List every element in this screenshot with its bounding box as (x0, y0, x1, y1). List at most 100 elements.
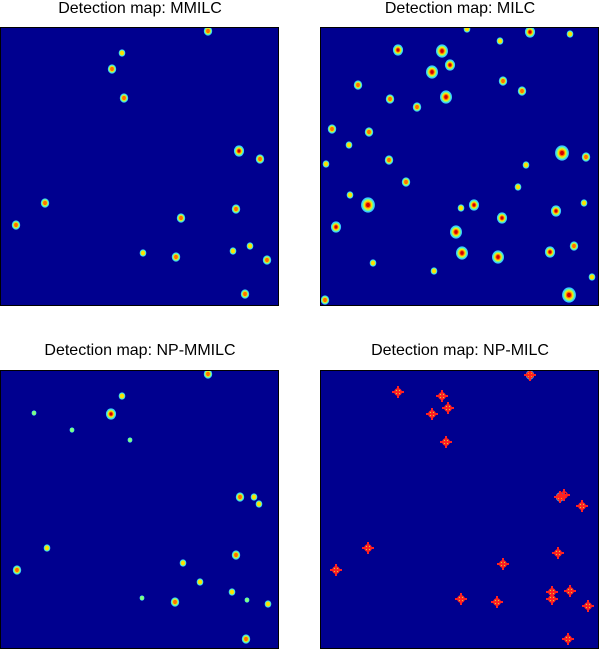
detection-source (203, 27, 213, 36)
detection-map-mmilc (0, 27, 279, 306)
detection-source (588, 273, 596, 281)
detection-source (250, 493, 258, 501)
detection-source (401, 177, 411, 187)
detection-marker (455, 593, 467, 605)
detection-source (562, 287, 576, 303)
detection-source (255, 154, 265, 164)
detection-source (139, 595, 145, 601)
detection-source (203, 370, 213, 379)
detection-source (580, 199, 588, 207)
detection-source (426, 65, 438, 79)
detection-source (246, 242, 254, 250)
detection-source (231, 204, 241, 214)
detection-source (322, 160, 330, 168)
detection-source (450, 225, 462, 239)
detection-source (11, 220, 21, 230)
detection-source (127, 437, 133, 443)
detection-marker (362, 542, 374, 554)
detection-source (345, 141, 353, 149)
detection-source (264, 600, 272, 608)
detection-source (255, 500, 263, 508)
detection-source (522, 161, 530, 169)
panel-title-np-mmilc: Detection map: NP-MMILC (44, 342, 236, 359)
detection-source (517, 86, 527, 96)
detection-marker (497, 558, 509, 570)
detection-source (440, 90, 452, 104)
detection-marker (546, 593, 558, 605)
detection-source (361, 197, 375, 213)
detection-source (430, 267, 438, 275)
detection-map-np-milc (320, 370, 599, 649)
detection-source (171, 252, 181, 262)
detection-marker (564, 585, 576, 597)
detection-source (228, 588, 236, 596)
detection-source (229, 247, 237, 255)
detection-source (524, 27, 536, 38)
detection-source (346, 191, 354, 199)
detection-source (235, 492, 245, 502)
panel-title-mmilc: Detection map: MMILC (58, 0, 222, 17)
detection-marker (436, 390, 448, 402)
detection-source (31, 410, 37, 416)
detection-source (436, 44, 448, 58)
detection-marker (330, 564, 342, 576)
detection-source (555, 145, 569, 161)
detection-source (327, 124, 337, 134)
detection-source (107, 64, 117, 74)
detection-source (43, 544, 51, 552)
detection-source (244, 597, 250, 603)
detection-source (320, 295, 330, 305)
detection-source (330, 221, 342, 233)
detection-source (262, 255, 272, 265)
detection-source (456, 246, 468, 260)
map-background (320, 370, 599, 649)
detection-source (241, 634, 251, 644)
detection-source (514, 183, 522, 191)
detection-source (196, 578, 204, 586)
map-frame (320, 27, 599, 306)
detection-source (69, 427, 75, 433)
map-background (0, 27, 279, 306)
detection-source (544, 246, 556, 258)
detection-source (12, 565, 22, 575)
detection-source (176, 213, 186, 223)
detection-source (233, 145, 245, 157)
detection-source (40, 198, 50, 208)
detection-source (118, 49, 126, 57)
map-frame (320, 370, 599, 649)
detection-source (231, 550, 241, 560)
detection-source (496, 212, 508, 224)
detection-source (364, 127, 374, 137)
detection-source (139, 249, 147, 257)
map-background (320, 27, 599, 306)
detection-source (566, 30, 574, 38)
detection-marker (552, 547, 564, 559)
detection-marker (442, 402, 454, 414)
detection-map-milc (320, 27, 599, 306)
detection-source (392, 44, 404, 56)
detection-source (492, 250, 504, 264)
detection-map-np-mmilc (0, 370, 279, 649)
detection-marker (440, 436, 452, 448)
detection-marker (558, 489, 570, 501)
detection-marker (562, 633, 574, 645)
map-frame (0, 27, 279, 306)
detection-source (581, 152, 591, 162)
detection-marker (576, 500, 588, 512)
detection-source (463, 27, 471, 33)
detection-source (468, 199, 480, 211)
map-frame (0, 370, 279, 649)
detection-source (569, 241, 579, 251)
detection-source (353, 80, 363, 90)
detection-marker (392, 386, 404, 398)
detection-source (496, 37, 504, 45)
map-background (0, 370, 279, 649)
detection-source (384, 155, 394, 165)
detection-marker (426, 408, 438, 420)
detection-source (119, 93, 129, 103)
detection-source (105, 408, 117, 420)
panel-title-np-milc: Detection map: NP-MILC (371, 342, 549, 359)
detection-source (170, 597, 180, 607)
detection-source (385, 94, 395, 104)
detection-source (457, 204, 465, 212)
